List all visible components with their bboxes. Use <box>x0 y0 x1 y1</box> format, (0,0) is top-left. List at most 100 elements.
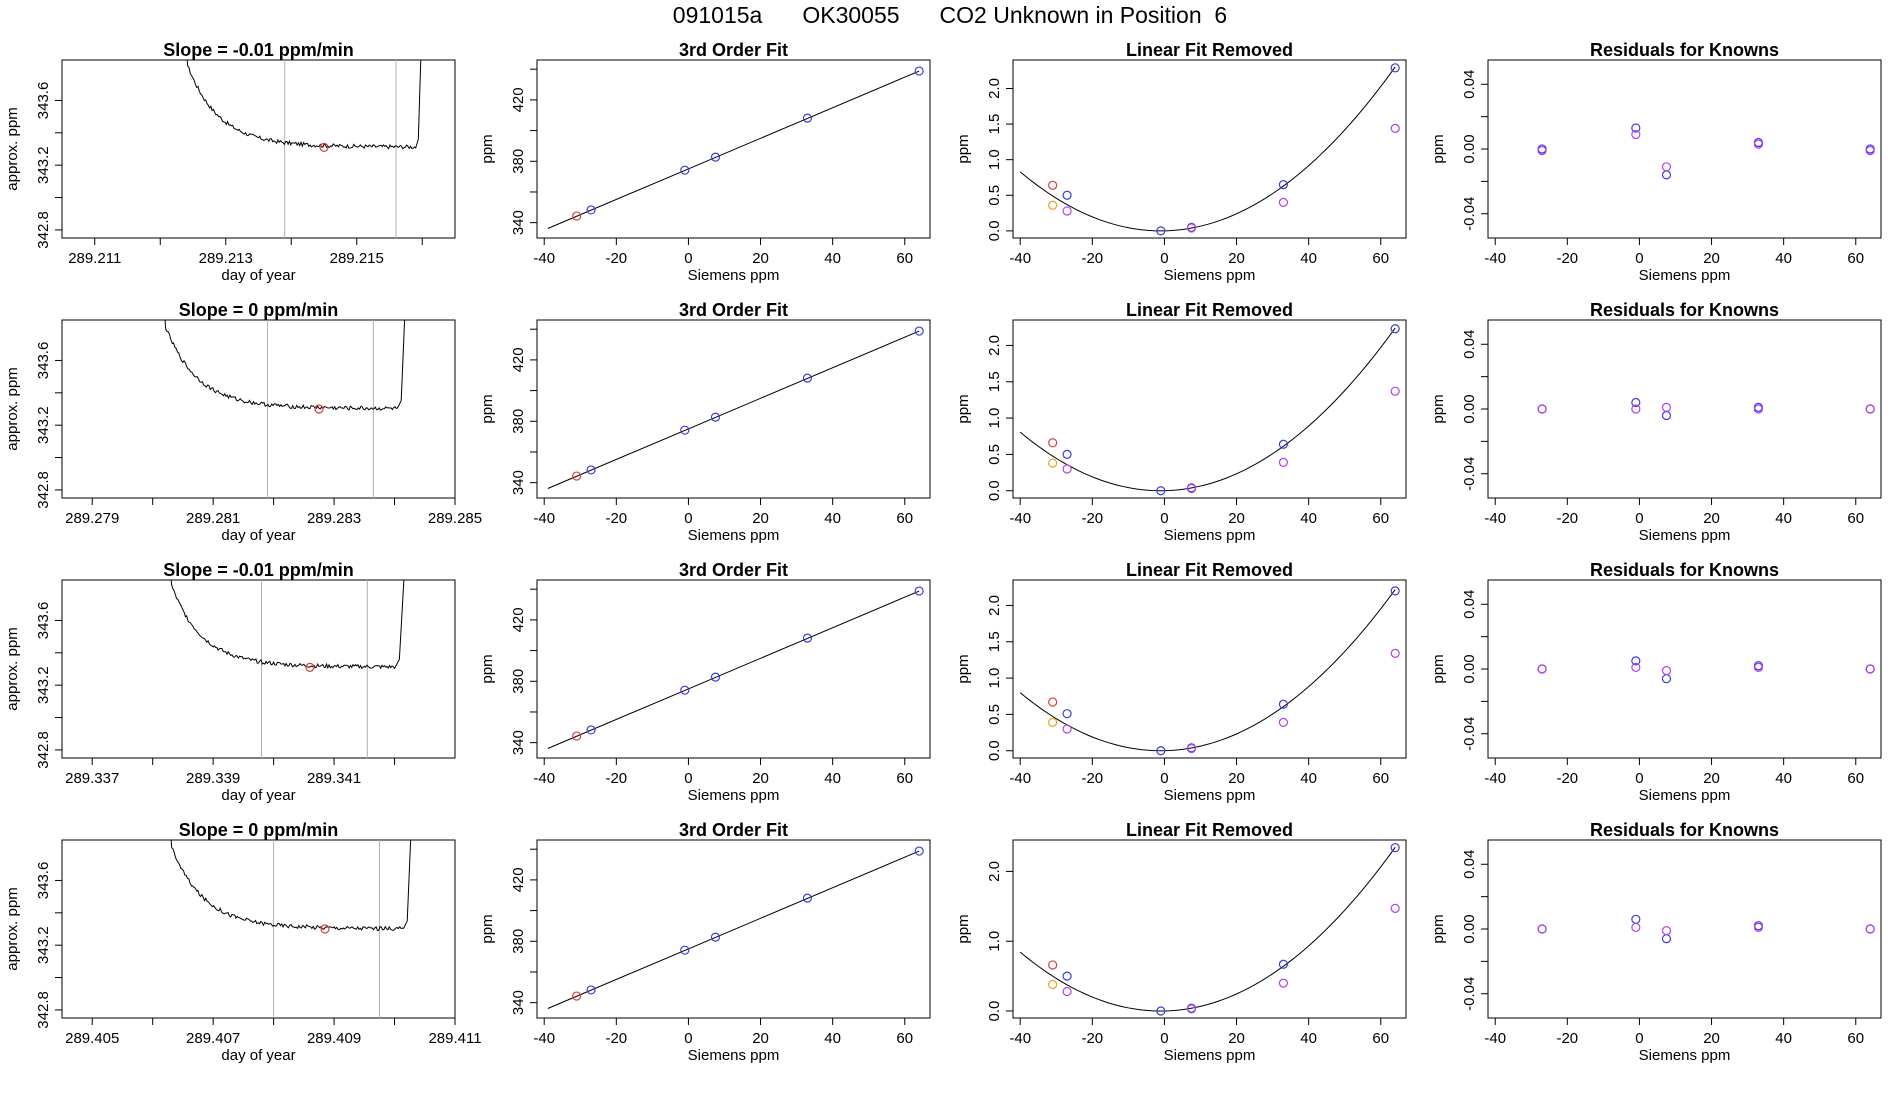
plot-area <box>547 846 924 1009</box>
plot-frame <box>1012 579 1407 759</box>
data-point <box>1048 200 1058 210</box>
data-point <box>1390 324 1400 334</box>
data-point <box>1390 843 1400 853</box>
plot-frame <box>61 319 456 499</box>
fit-curve <box>1019 589 1396 752</box>
x-tick-label: 289.281 <box>186 510 240 527</box>
data-point <box>1278 978 1289 988</box>
y-tick-label: 0.04 <box>1461 330 1478 359</box>
x-axis-label: Siemens ppm <box>1639 267 1731 284</box>
data-point <box>680 425 690 435</box>
data-point <box>1661 666 1672 676</box>
panel-title: Residuals for Knowns <box>1590 820 1779 840</box>
data-point <box>710 672 721 682</box>
x-tick-label: 0 <box>684 250 692 267</box>
x-tick-label: -20 <box>605 1030 627 1047</box>
plot-area <box>547 66 924 229</box>
x-axis-label: Siemens ppm <box>688 527 780 544</box>
fit-curve <box>1019 327 1396 492</box>
plot-area <box>1537 123 1875 180</box>
x-tick-label: 20 <box>1703 1030 1720 1047</box>
x-tick-label: -20 <box>1081 1030 1103 1047</box>
y-axis-label: ppm <box>479 394 496 423</box>
y-tick-label: 380 <box>510 409 527 434</box>
y-tick-label: 340 <box>510 470 527 495</box>
x-tick-label: -20 <box>1556 250 1578 267</box>
y-tick-label: 0.5 <box>986 185 1003 206</box>
data-point <box>710 932 721 942</box>
data-point <box>1661 410 1672 421</box>
x-tick-label: 0 <box>684 1030 692 1047</box>
panel-title: 3rd Order Fit <box>679 300 788 320</box>
data-point <box>1537 664 1547 674</box>
x-tick-label: 40 <box>1775 1030 1792 1047</box>
x-tick-label: -40 <box>533 1030 555 1047</box>
data-point <box>1062 724 1072 734</box>
data-point <box>1753 404 1764 414</box>
data-point <box>1390 386 1400 396</box>
data-point <box>1062 709 1072 719</box>
y-tick-label: 0.0 <box>986 220 1003 241</box>
x-tick-label: 60 <box>896 250 913 267</box>
data-point <box>572 991 582 1001</box>
y-tick-label: 0.5 <box>986 444 1003 465</box>
data-point <box>1865 404 1875 414</box>
x-tick-label: 60 <box>1847 770 1864 787</box>
x-axis-label: day of year <box>221 267 295 284</box>
data-point <box>1390 63 1400 73</box>
x-tick-label: 40 <box>824 1030 841 1047</box>
x-axis-label: Siemens ppm <box>1639 1047 1731 1064</box>
data-point <box>1631 914 1641 924</box>
panel-1-2: Linear Fit Removed -40 -20 0 20 40 60 0.0 0.5 1.0… <box>955 300 1407 544</box>
x-tick-label: 20 <box>1228 770 1245 787</box>
y-axis-label: ppm <box>1430 654 1447 683</box>
plot-frame <box>1012 319 1407 499</box>
y-tick-label: 342.8 <box>35 211 52 249</box>
data-point <box>1631 397 1641 408</box>
y-tick-label: 1.0 <box>986 668 1003 689</box>
y-tick-label: 343.6 <box>35 862 52 900</box>
plot-area <box>170 840 412 1018</box>
data-point <box>586 725 596 735</box>
plot-area <box>1019 63 1400 236</box>
x-tick-label: 60 <box>1847 1030 1864 1047</box>
data-point <box>1048 960 1058 970</box>
data-point <box>1048 438 1058 448</box>
data-point <box>1278 699 1289 709</box>
x-tick-label: 60 <box>1847 510 1864 527</box>
panel-1-0: Slope = 0 ppm/min 289.279 289.281 289.283 28… <box>4 300 482 544</box>
x-tick-label: -40 <box>1484 510 1506 527</box>
x-tick-label: 0 <box>1635 250 1643 267</box>
data-point <box>1390 648 1400 658</box>
y-tick-label: 343.6 <box>35 602 52 640</box>
y-axis-label: ppm <box>1430 394 1447 423</box>
x-tick-label: 40 <box>824 250 841 267</box>
data-point <box>1062 206 1072 216</box>
x-tick-label: 0 <box>1635 1030 1643 1047</box>
ppm-trace <box>170 840 412 931</box>
panel-title: Slope = 0 ppm/min <box>179 820 339 840</box>
x-tick-label: 40 <box>1300 250 1317 267</box>
y-tick-label: -0.04 <box>1461 197 1478 231</box>
x-tick-label: 40 <box>824 770 841 787</box>
y-tick-label: 1.5 <box>986 631 1003 652</box>
plot-frame <box>61 579 456 759</box>
x-tick-label: 289.215 <box>330 250 384 267</box>
data-point <box>710 152 721 162</box>
y-tick-label: 420 <box>510 607 527 632</box>
x-tick-label: 20 <box>1228 250 1245 267</box>
y-tick-label: 0.5 <box>986 704 1003 725</box>
x-tick-label: 20 <box>1703 770 1720 787</box>
data-point <box>1390 903 1400 914</box>
data-point <box>1661 402 1672 412</box>
data-point <box>1278 717 1289 728</box>
y-tick-label: 0.0 <box>986 1001 1003 1022</box>
panel-3-2: Linear Fit Removed -40 -20 0 20 40 60 0.0 1.0 2.0… <box>955 820 1407 1064</box>
mean-marker <box>314 404 324 414</box>
data-point <box>586 985 596 995</box>
x-tick-label: 289.211 <box>68 250 121 267</box>
panel-title: Linear Fit Removed <box>1126 300 1293 320</box>
x-tick-label: 289.405 <box>65 1030 119 1047</box>
x-tick-label: 60 <box>1372 770 1389 787</box>
data-point <box>586 205 596 215</box>
